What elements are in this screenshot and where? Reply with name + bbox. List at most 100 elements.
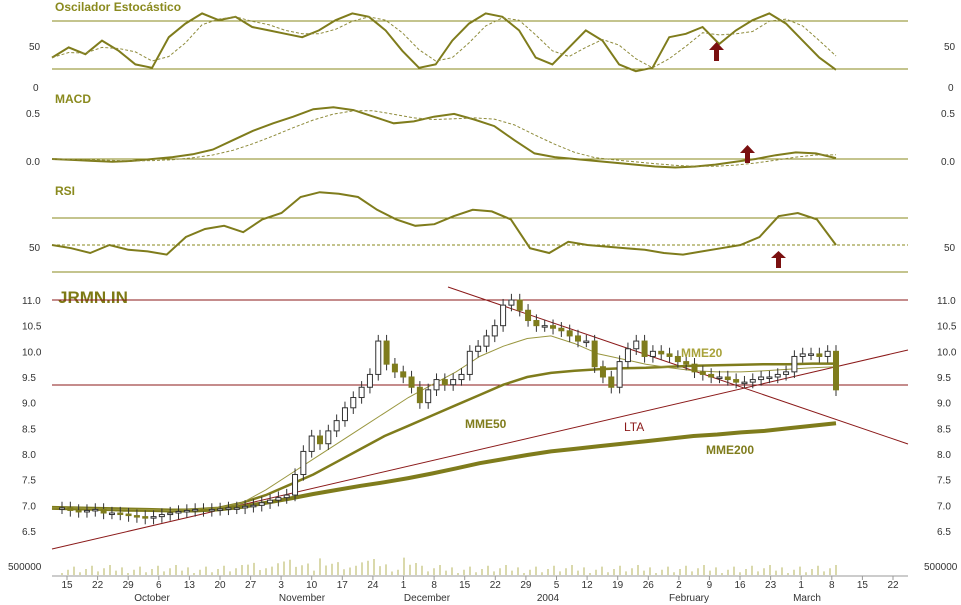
x-tick-label: 1 [401, 580, 407, 591]
candle-body [433, 379, 440, 391]
candle-body [816, 353, 823, 357]
chart-title: JRMN.IN [58, 288, 128, 307]
candle-body [783, 371, 790, 375]
price-tick-right: 10.0 [937, 347, 957, 358]
candle-body [350, 397, 357, 409]
candle-body [250, 504, 257, 508]
macd-tick-00-left: 0.0 [26, 157, 40, 168]
candle-body [658, 350, 665, 355]
candle-body [92, 508, 99, 512]
x-tick-label: 20 [214, 580, 226, 591]
volume-bars [61, 557, 837, 575]
candle-body [683, 361, 690, 365]
x-month-label: November [279, 593, 326, 604]
x-tick-label: 16 [734, 580, 746, 591]
price-tick-right: 11.0 [937, 296, 956, 307]
mme50-label: MME50 [465, 417, 507, 431]
mme20-line [52, 335, 837, 512]
x-month-label: December [404, 593, 451, 604]
candle-body [749, 379, 756, 383]
candle-body [824, 350, 831, 357]
candle-body [59, 507, 65, 510]
rsi-up-arrow-icon [771, 251, 786, 268]
candle-body [566, 330, 573, 337]
price-tick-right: 8.0 [937, 450, 951, 461]
candle-body [699, 371, 706, 375]
x-month-label: 2004 [537, 593, 560, 604]
volume-tick-right: 500000 [924, 562, 958, 573]
candle-body [133, 515, 140, 518]
candle-body [117, 512, 124, 516]
x-tick-label: 13 [184, 580, 196, 591]
candle-body [716, 376, 723, 379]
candle-body [624, 348, 631, 363]
candle-body [67, 507, 74, 511]
price-tick-right: 6.5 [937, 527, 951, 538]
candle-body [341, 407, 348, 422]
stochastic-d-line [51, 16, 837, 69]
candle-body [708, 373, 715, 378]
candle-body [83, 509, 90, 513]
stoch-tick-50-right: 50 [944, 42, 956, 53]
candle-body [325, 430, 332, 445]
price-tick-right: 9.0 [937, 399, 951, 410]
candle-body [575, 335, 581, 342]
candle-body [791, 355, 798, 373]
candle-body [525, 309, 532, 322]
candle-body [292, 474, 299, 496]
price-tick-left: 8.0 [22, 450, 36, 461]
candle-body [275, 497, 282, 501]
candle-body [308, 435, 315, 452]
volume-panel: 500000 500000 [8, 557, 958, 575]
candle-body [108, 512, 115, 516]
x-tick-label: 22 [92, 580, 104, 591]
candle-body [150, 516, 157, 519]
x-tick-label: 9 [707, 580, 713, 591]
candle-body [724, 376, 731, 381]
candle-body [441, 379, 448, 386]
candle-body [641, 340, 648, 357]
stochastic-k-line [51, 12, 837, 73]
price-tick-left: 7.0 [22, 501, 36, 512]
candle-body [608, 376, 615, 388]
candle-body [691, 363, 698, 373]
x-tick-label: 8 [829, 580, 835, 591]
candle-body [125, 513, 132, 517]
candle-body [558, 327, 565, 332]
macd-tick-05-left: 0.5 [26, 109, 40, 120]
x-tick-label: 24 [367, 580, 379, 591]
price-axis-left: 11.0 10.5 10.0 9.5 9.0 8.5 8.0 7.5 7.0 6.5 [22, 296, 42, 538]
candle-body [599, 366, 606, 378]
macd-panel: MACD 0.5 0.0 0.5 0.0 [26, 92, 955, 169]
price-tick-left: 8.5 [22, 424, 36, 435]
stochastic-up-arrow-icon [709, 42, 724, 61]
candle-body [666, 353, 673, 357]
mme200-label: MME200 [706, 443, 754, 457]
price-candles [59, 293, 839, 525]
candle-body [508, 299, 515, 306]
candle-body [475, 345, 482, 352]
candle-body [425, 389, 432, 404]
x-tick-label: 23 [765, 580, 777, 591]
x-tick-label: 27 [245, 580, 257, 591]
x-tick-label: 19 [612, 580, 624, 591]
candle-body [233, 507, 240, 510]
price-tick-left: 7.5 [22, 476, 36, 487]
x-month-label: February [669, 593, 709, 604]
candle-body [391, 363, 398, 373]
macd-line [51, 106, 837, 169]
candle-body [383, 340, 390, 365]
candle-body [649, 350, 656, 357]
candle-body [541, 325, 548, 328]
candle-body [283, 494, 290, 499]
candle-body [833, 350, 839, 391]
macd-signal-line [51, 110, 837, 167]
candle-body [808, 353, 815, 356]
price-axis-right: 11.0 10.5 10.0 9.5 9.0 8.5 8.0 7.5 7.0 6.5 [937, 296, 957, 538]
price-tick-left: 9.5 [22, 373, 36, 384]
rsi-tick-50-right: 50 [944, 243, 956, 254]
candle-body [366, 373, 373, 388]
candle-body [208, 508, 215, 512]
candle-body [533, 320, 540, 327]
